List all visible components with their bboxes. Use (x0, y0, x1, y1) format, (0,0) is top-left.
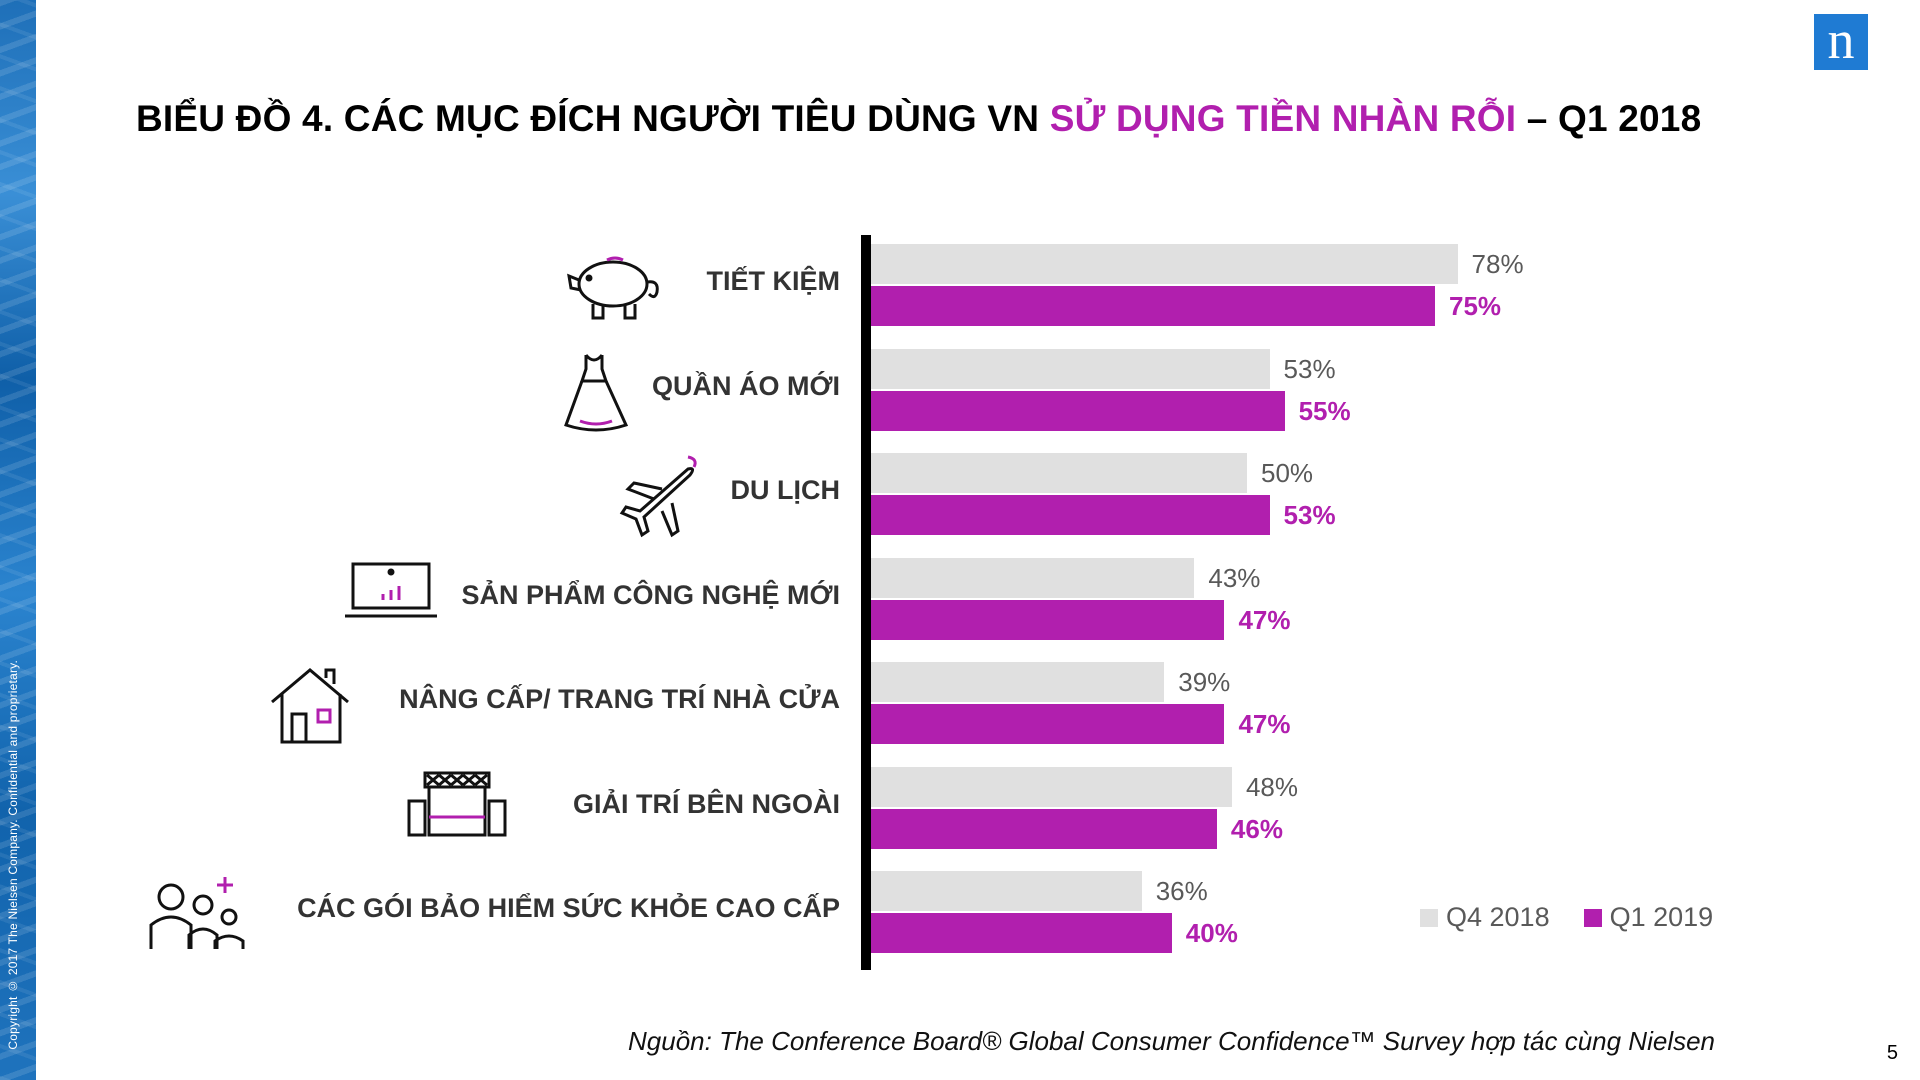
data-label-q4: 50% (1261, 458, 1314, 488)
category-label: NÂNG CẤP/ TRANG TRÍ NHÀ CỬA (399, 684, 840, 714)
legend-item-q4: Q4 2018 (1420, 902, 1550, 933)
piggy-bank-icon (563, 246, 667, 329)
dress-icon (560, 351, 632, 440)
legend-label-q1: Q1 2019 (1609, 902, 1714, 932)
legend-label-q4: Q4 2018 (1446, 902, 1550, 932)
legend-swatch-q1 (1583, 908, 1602, 927)
data-label-q1: 55% (1298, 395, 1351, 426)
laptop-icon (343, 560, 439, 627)
page-number: 5 (1886, 1042, 1898, 1064)
bar-q1 (871, 913, 1172, 953)
bar-q1 (871, 286, 1435, 326)
data-label-q1: 47% (1238, 709, 1291, 739)
category-label: TIẾT KIỆM (706, 266, 841, 296)
bar-q1 (871, 704, 1225, 744)
category-label: CÁC GÓI BẢO HIỂM SỨC KHỎE CAO CẤP (297, 893, 840, 923)
category-label: SẢN PHẨM CÔNG NGHỆ MỚI (461, 579, 840, 610)
legend-item-q1: Q1 2019 (1583, 902, 1714, 933)
bar-q4 (871, 766, 1232, 807)
category-label: GIẢI TRÍ BÊN NGOÀI (572, 788, 840, 819)
brand-strip: Copyright © 2017 The Nielsen Company. Co… (0, 0, 36, 1080)
data-label-q4: 78% (1471, 249, 1524, 279)
bar-q1 (871, 808, 1217, 849)
data-label-q4: 39% (1178, 667, 1231, 697)
bar-q1 (871, 495, 1270, 535)
family-icon (147, 873, 247, 962)
bar-q4 (871, 662, 1165, 702)
title-prefix: BIỂU ĐỒ 4. CÁC MỤC ĐÍCH NGƯỜI TIÊU DÙNG … (136, 98, 1050, 139)
title-highlight: SỬ DỤNG TIỀN NHÀN RỖI (1049, 98, 1517, 139)
source-note: Nguồn: The Conference Board® Global Cons… (628, 1026, 1716, 1056)
bar-q4 (871, 871, 1142, 911)
data-label-q1: 46% (1230, 813, 1283, 844)
nielsen-logo: n (1814, 13, 1868, 70)
data-label-q4: 53% (1283, 353, 1336, 384)
category-label: DU LỊCH (730, 475, 841, 505)
data-label-q1: 40% (1185, 918, 1238, 948)
bar-q4 (871, 453, 1247, 493)
data-label-q1: 47% (1238, 604, 1291, 635)
bar-q1 (871, 390, 1285, 431)
chart-title: BIỂU ĐỒ 4. CÁC MỤC ĐÍCH NGƯỜI TIÊU DÙNG … (136, 98, 1701, 140)
legend-swatch-q4 (1420, 908, 1438, 927)
bar-q4 (871, 557, 1195, 598)
bar-q1 (871, 599, 1225, 640)
legend: Q4 2018 Q1 2019 (1420, 902, 1713, 933)
bar-q4 (871, 244, 1458, 284)
copyright-text: Copyright © 2017 The Nielsen Company. Co… (6, 660, 20, 1050)
data-label-q1: 53% (1283, 500, 1336, 530)
bar-q4 (871, 348, 1270, 389)
data-label-q4: 43% (1208, 562, 1261, 593)
data-label-q4: 48% (1245, 771, 1298, 802)
data-label-q4: 36% (1155, 876, 1208, 906)
stage-icon (405, 769, 509, 846)
airplane-icon (616, 455, 702, 552)
category-axis-line (861, 235, 871, 970)
data-label-q1: 75% (1449, 291, 1502, 321)
house-icon (268, 664, 352, 753)
category-label: QUẦN ÁO MỚI (651, 370, 840, 401)
title-suffix: – Q1 2018 (1516, 98, 1702, 139)
